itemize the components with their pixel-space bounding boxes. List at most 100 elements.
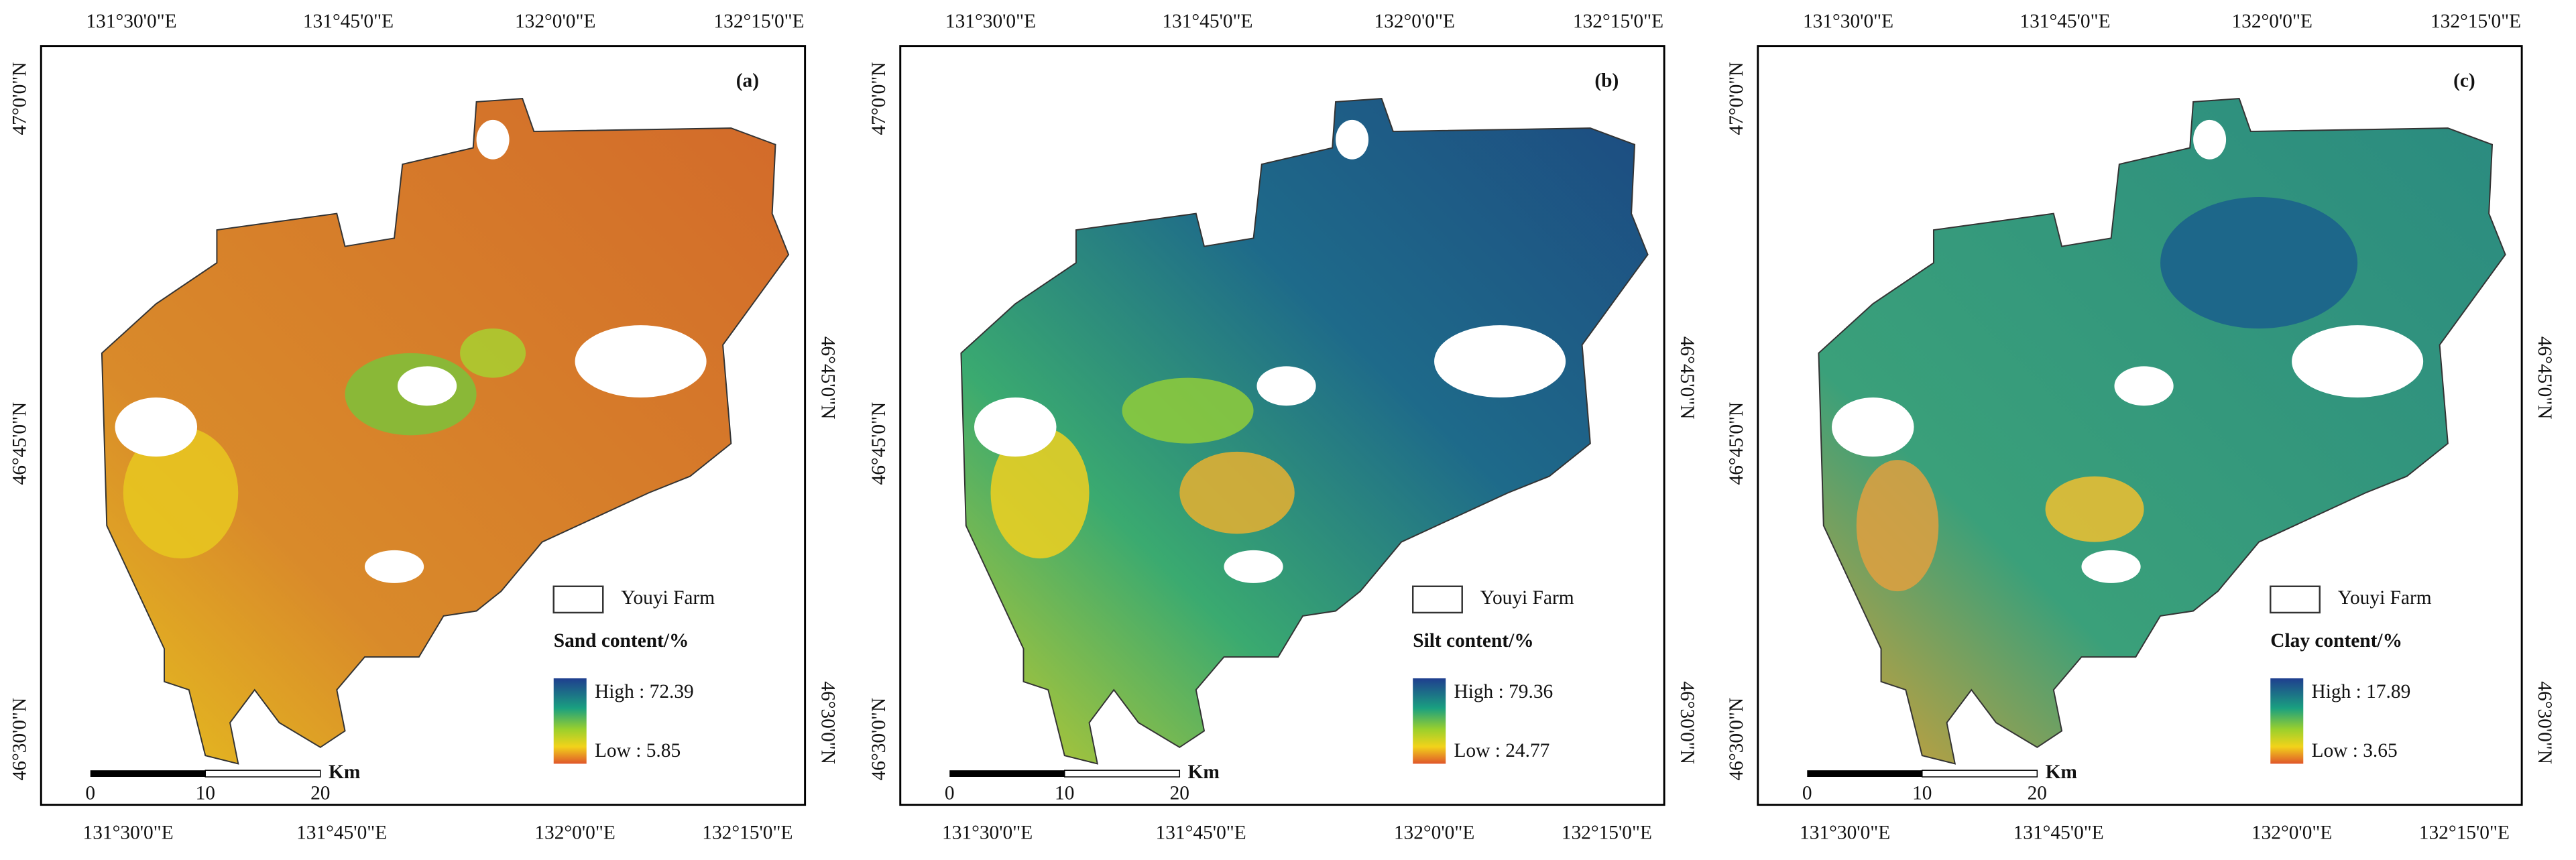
legend-boundary-label: Youyi Farm — [2338, 587, 2432, 609]
panel-label: (a) — [736, 70, 759, 91]
non-cropland — [1336, 119, 1369, 160]
longitude-label: 132°15'0"E — [1573, 11, 1663, 32]
legend-colorbar — [2270, 678, 2304, 764]
non-cropland — [575, 325, 707, 397]
non-cropland — [2114, 366, 2174, 406]
scale-bar-tick: 20 — [1170, 783, 1189, 804]
scale-bar-tick: 10 — [1912, 783, 1932, 804]
longitude-label: 131°45'0"E — [1162, 11, 1252, 32]
map-panel: (b) 131°30'0"E 131°30'0"E 131°45'0"E 131°45'… — [868, 11, 1698, 843]
scale-bar-unit: Km — [329, 761, 360, 783]
non-cropland — [115, 397, 198, 457]
legend-boundary-label: Youyi Farm — [621, 587, 715, 609]
latitude-label: 46°45'0"N — [817, 336, 839, 420]
raster-patch — [123, 427, 239, 559]
scale-bar-light — [1922, 770, 2038, 778]
non-cropland — [364, 550, 424, 583]
latitude-label: 47°0'0"N — [868, 62, 890, 135]
latitude-label: 46°30'0"N — [817, 681, 839, 764]
longitude-label: 131°45'0"E — [1156, 822, 1246, 844]
legend-high: High : 72.39 — [595, 681, 694, 702]
legend-high: High : 79.36 — [1454, 681, 1553, 702]
scale-bar-tick: 0 — [945, 783, 955, 804]
farm-boundary — [101, 98, 790, 765]
longitude-label: 131°30'0"E — [1803, 11, 1893, 32]
legend-low: Low : 24.77 — [1454, 740, 1549, 761]
non-cropland — [1256, 366, 1316, 406]
legend-boundary-swatch — [1411, 585, 1463, 614]
legend-low: Low : 5.85 — [595, 740, 681, 761]
non-cropland — [2292, 325, 2424, 397]
latitude-label: 47°0'0"N — [9, 62, 31, 135]
non-cropland — [2193, 119, 2227, 160]
legend-colorbar — [1413, 678, 1446, 764]
panel-label: (c) — [2453, 70, 2475, 91]
longitude-label: 132°0'0"E — [1394, 822, 1474, 844]
legend-high: High : 17.89 — [2312, 681, 2411, 702]
map-panel: (c) 131°30'0"E 131°30'0"E 131°45'0"E 131°45'… — [1726, 11, 2555, 843]
longitude-label: 131°45'0"E — [296, 822, 387, 844]
legend-title: Sand content/% — [554, 630, 689, 652]
longitude-label: 131°45'0"E — [303, 11, 394, 32]
scale-bar-unit: Km — [2046, 761, 2077, 783]
latitude-label: 46°30'0"N — [868, 698, 890, 781]
latitude-label: 46°45'0"N — [9, 402, 31, 485]
map-panel: (a) 131°30'0"E 131°30'0"E 131°45'0"E 131°45'… — [9, 11, 839, 843]
raster-patch — [2160, 197, 2358, 329]
longitude-label: 132°0'0"E — [2251, 822, 2332, 844]
longitude-label: 131°30'0"E — [945, 11, 1036, 32]
longitude-label: 132°15'0"E — [713, 11, 804, 32]
raster-patch — [1122, 377, 1254, 444]
longitude-label: 132°15'0"E — [702, 822, 793, 844]
latitude-label: 46°30'0"N — [1726, 698, 1747, 781]
panel-label: (b) — [1594, 70, 1619, 91]
latitude-label: 46°30'0"N — [2534, 681, 2555, 764]
longitude-label: 132°15'0"E — [2431, 11, 2521, 32]
latitude-label: 46°45'0"N — [1676, 336, 1698, 420]
non-cropland — [1224, 550, 1283, 583]
scale-bar-dark — [90, 770, 206, 777]
scale-bar-unit: Km — [1188, 761, 1220, 783]
latitude-label: 46°30'0"N — [1676, 681, 1698, 764]
scale-bar-dark — [1807, 770, 1922, 777]
legend-title: Silt content/% — [1413, 630, 1533, 652]
non-cropland — [1832, 397, 1914, 457]
longitude-label: 132°15'0"E — [1562, 822, 1652, 844]
scale-bar-tick: 10 — [1055, 783, 1074, 804]
latitude-label: 46°45'0"N — [2534, 336, 2555, 420]
latitude-label: 46°45'0"N — [868, 402, 890, 485]
longitude-label: 131°30'0"E — [83, 822, 174, 844]
latitude-label: 47°0'0"N — [1726, 62, 1747, 135]
farm-boundary — [1818, 98, 2506, 765]
longitude-label: 131°45'0"E — [2013, 822, 2104, 844]
longitude-label: 132°15'0"E — [2419, 822, 2510, 844]
raster-patch — [1856, 460, 1939, 592]
legend-boundary-swatch — [552, 585, 604, 614]
non-cropland — [2081, 550, 2141, 583]
legend-low: Low : 3.65 — [2312, 740, 2398, 761]
scale-bar-tick: 0 — [85, 783, 95, 804]
scale-bar-tick: 20 — [310, 783, 330, 804]
longitude-label: 132°0'0"E — [2231, 11, 2312, 32]
scale-bar-dark — [949, 770, 1065, 777]
raster-patch — [1179, 451, 1295, 534]
scale-bar-light — [204, 770, 321, 778]
longitude-label: 132°0'0"E — [534, 822, 615, 844]
non-cropland — [476, 119, 510, 160]
raster-patch — [2045, 476, 2144, 542]
non-cropland — [974, 397, 1057, 457]
latitude-label: 46°45'0"N — [1726, 402, 1747, 485]
longitude-label: 131°30'0"E — [86, 11, 176, 32]
scale-bar-light — [1064, 770, 1181, 778]
non-cropland — [397, 366, 457, 406]
longitude-label: 131°30'0"E — [942, 822, 1033, 844]
raster-patch — [460, 328, 526, 378]
longitude-label: 132°0'0"E — [515, 11, 595, 32]
latitude-label: 46°30'0"N — [9, 698, 31, 781]
scale-bar-tick: 0 — [1802, 783, 1812, 804]
scale-bar-tick: 10 — [196, 783, 215, 804]
longitude-label: 131°30'0"E — [1800, 822, 1890, 844]
non-cropland — [1434, 325, 1566, 397]
farm-boundary — [960, 98, 1649, 765]
